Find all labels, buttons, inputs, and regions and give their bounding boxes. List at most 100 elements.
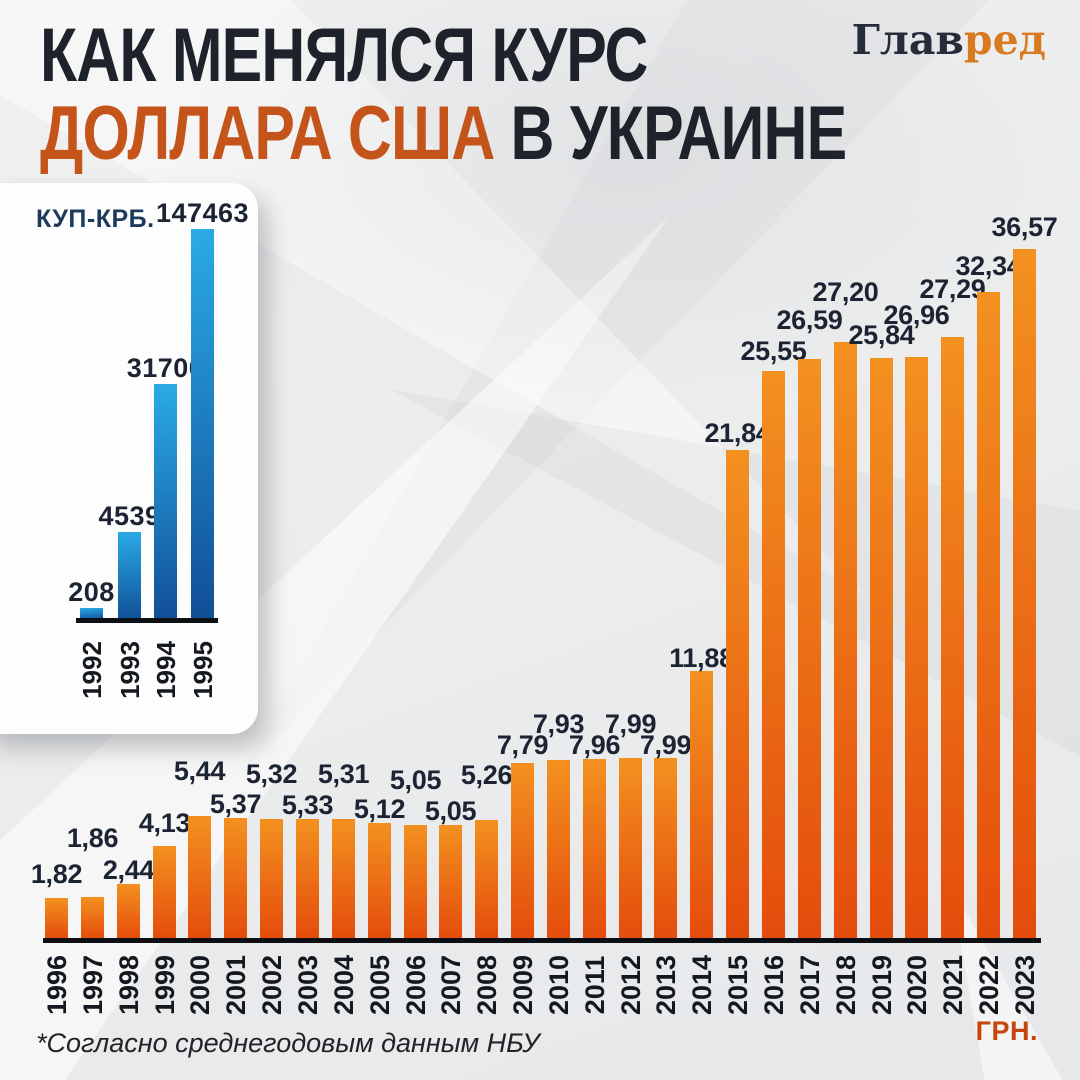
bar-value-2017: 26,59 xyxy=(776,305,843,335)
year-label-2023: 2023 xyxy=(1009,954,1040,1016)
bar-value-2005: 5,12 xyxy=(353,794,406,824)
inset-bar-1994 xyxy=(154,384,177,620)
inset-value-1994: 31700 xyxy=(126,353,205,383)
footnote: *Согласно среднегодовым данным НБУ xyxy=(36,1028,540,1058)
year-label-2009: 2009 xyxy=(507,954,538,1016)
year-label-2015: 2015 xyxy=(722,954,753,1016)
bar-2000 xyxy=(188,816,211,939)
year-label-2012: 2012 xyxy=(615,954,646,1016)
bar-1999 xyxy=(153,846,176,939)
bar-value-1998: 2,44 xyxy=(102,855,155,885)
bar-2008 xyxy=(475,820,498,939)
bar-2015 xyxy=(726,450,749,939)
inset-bar-1993 xyxy=(118,532,141,620)
bar-2010 xyxy=(547,760,570,939)
bar-value-2007: 5,05 xyxy=(424,796,477,826)
year-label-2002: 2002 xyxy=(256,954,287,1016)
bar-2007 xyxy=(439,825,462,939)
year-label-2008: 2008 xyxy=(471,954,502,1016)
bar-2020 xyxy=(905,357,928,939)
bar-2019 xyxy=(870,358,893,939)
bar-value-2015: 21,84 xyxy=(704,418,771,448)
bar-2001 xyxy=(224,818,247,939)
bar-2018 xyxy=(834,342,857,939)
inset-bar-1995 xyxy=(191,229,214,620)
bar-2017 xyxy=(798,359,821,939)
inset-bar-1992 xyxy=(80,608,103,620)
year-label-2006: 2006 xyxy=(400,954,431,1016)
bar-value-2023: 36,57 xyxy=(991,212,1058,242)
bar-2005 xyxy=(368,823,391,939)
bar-value-2016: 25,55 xyxy=(740,336,807,366)
bar-value-2018: 27,20 xyxy=(812,277,879,307)
inset-value-1993: 4539 xyxy=(98,501,161,531)
year-label-2021: 2021 xyxy=(937,954,968,1016)
year-label-2020: 2020 xyxy=(901,954,932,1016)
bar-value-2004: 5,31 xyxy=(317,759,370,789)
year-label-2016: 2016 xyxy=(758,954,789,1016)
inset-chart-title: КУП-КРБ. xyxy=(36,205,155,233)
inset-value-1995: 147463 xyxy=(155,198,250,228)
bar-value-1999: 4,13 xyxy=(138,808,191,838)
year-label-2017: 2017 xyxy=(794,954,825,1016)
bar-value-2022: 32,34 xyxy=(955,251,1022,281)
year-label-2005: 2005 xyxy=(364,954,395,1016)
currency-unit-label: ГРН. xyxy=(975,1016,1038,1046)
bar-2003 xyxy=(296,819,319,939)
bar-2011 xyxy=(583,759,606,939)
bar-value-1996: 1,82 xyxy=(30,859,83,889)
bar-1996 xyxy=(45,898,68,939)
year-label-2010: 2010 xyxy=(543,954,574,1016)
bar-value-2002: 5,32 xyxy=(245,759,298,789)
year-label-2011: 2011 xyxy=(579,955,610,1015)
bar-value-2019: 25,84 xyxy=(848,320,915,350)
bar-value-2013: 7,99 xyxy=(639,730,692,760)
year-label-1999: 1999 xyxy=(149,954,180,1016)
title-line2: ДОЛЛАРА США В УКРАИНЕ xyxy=(40,96,847,172)
inset-value-1992: 208 xyxy=(68,577,115,607)
main-axis xyxy=(43,938,1041,943)
bar-2012 xyxy=(619,758,642,939)
bar-2006 xyxy=(404,825,427,939)
year-label-2004: 2004 xyxy=(328,954,359,1016)
year-label-2007: 2007 xyxy=(435,954,466,1016)
bar-2002 xyxy=(260,819,283,939)
bar-value-2021: 27,29 xyxy=(919,274,986,304)
logo-part-dark: Глав xyxy=(851,16,964,64)
year-label-1997: 1997 xyxy=(77,954,108,1016)
bar-2023 xyxy=(1013,249,1036,939)
bar-2016 xyxy=(762,371,785,939)
bar-value-2000: 5,44 xyxy=(173,756,226,786)
year-label-2019: 2019 xyxy=(866,954,897,1016)
bar-value-2001: 5,37 xyxy=(209,789,262,819)
year-label-2000: 2000 xyxy=(184,954,215,1016)
bar-2013 xyxy=(654,758,677,939)
year-label-2013: 2013 xyxy=(650,954,681,1016)
bar-value-2003: 5,33 xyxy=(281,790,334,820)
year-label-2001: 2001 xyxy=(220,954,251,1016)
bar-2004 xyxy=(332,819,355,939)
title-line1: КАК МЕНЯЛСЯ КУРС xyxy=(40,13,648,98)
title-accent: ДОЛЛАРА США xyxy=(40,91,495,176)
year-label-2018: 2018 xyxy=(830,954,861,1016)
bar-value-2012: 7,99 xyxy=(604,709,657,739)
bar-value-2008: 5,26 xyxy=(460,760,513,790)
bar-value-2014: 11,88 xyxy=(669,643,734,673)
bar-2009 xyxy=(511,763,534,939)
bar-2014 xyxy=(690,671,713,939)
year-label-1996: 1996 xyxy=(41,954,72,1016)
logo-part-accent: ред xyxy=(963,16,1046,64)
bar-1998 xyxy=(117,884,140,939)
brand-logo: Главред xyxy=(852,20,1046,61)
year-label-2003: 2003 xyxy=(292,954,323,1016)
bar-2021 xyxy=(941,337,964,939)
year-label-1998: 1998 xyxy=(113,954,144,1016)
bar-1997 xyxy=(81,897,104,939)
inset-axis xyxy=(76,618,218,623)
inset-card: КУП-КРБ. 208 1992 4539 1993 31700 1994 147463 1… xyxy=(0,183,258,734)
bar-value-2010: 7,93 xyxy=(532,709,585,739)
year-label-2022: 2022 xyxy=(973,954,1004,1016)
bar-value-2020: 26,96 xyxy=(883,300,950,330)
year-label-2014: 2014 xyxy=(686,954,717,1016)
